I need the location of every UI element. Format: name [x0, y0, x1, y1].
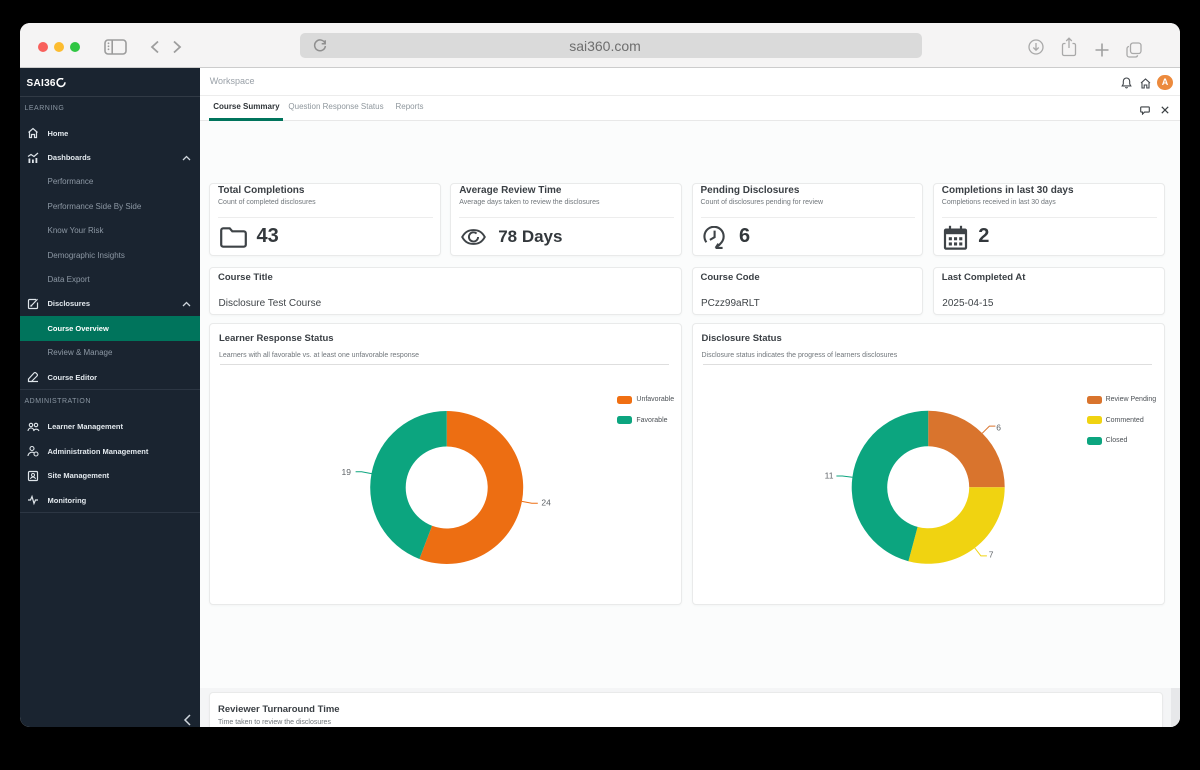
svg-text:11: 11	[824, 470, 833, 480]
svg-text:24: 24	[541, 497, 551, 507]
svg-text:6: 6	[996, 422, 1001, 432]
svg-text:7: 7	[988, 549, 993, 559]
svg-text:19: 19	[342, 466, 352, 476]
